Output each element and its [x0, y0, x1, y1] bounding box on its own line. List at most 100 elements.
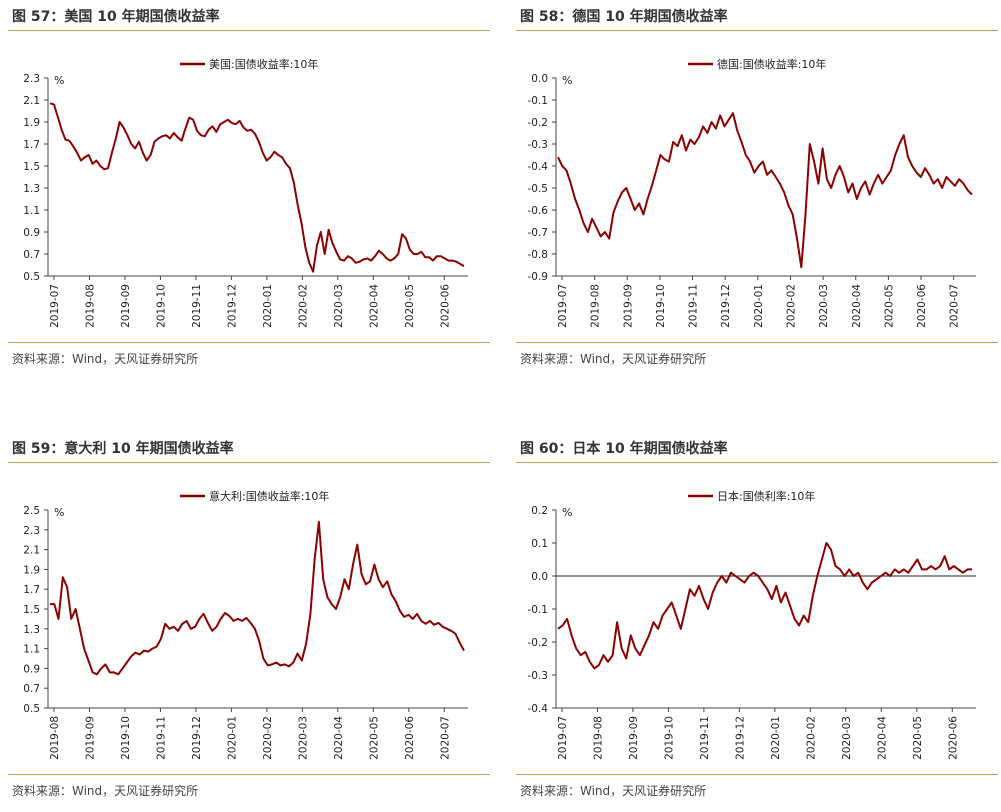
x-tick-label: 2019-07	[557, 284, 569, 328]
chart-panel-japan: 图 60：日本 10 年期国债收益率 日本:国债利率:10年% -0.4 -0.3 -…	[508, 432, 998, 812]
x-tick-label: 2019-10	[663, 716, 675, 760]
x-tick-label: 2019-10	[120, 716, 132, 760]
y-tick-label: -0.2	[528, 117, 549, 129]
x-tick-label: 2020-05	[404, 284, 416, 328]
y-tick-label: -0.8	[528, 249, 549, 261]
x-tick-label: 2020-04	[851, 284, 863, 328]
y-tick-label: -0.2	[528, 637, 549, 649]
x-tick-label: 2019-11	[155, 716, 167, 760]
source-rule	[516, 342, 998, 343]
x-tick-label: 2019-12	[720, 284, 732, 328]
legend: 日本:国债利率:10年	[688, 489, 815, 503]
x-tick-label: 2020-05	[883, 284, 895, 328]
y-tick-label: -0.7	[528, 227, 549, 239]
x-tick-label: 2020-03	[333, 284, 345, 328]
x-tick-label: 2019-08	[590, 284, 602, 328]
y-tick-label: 0.9	[23, 227, 40, 239]
x-tick-label: 2020-01	[770, 716, 782, 760]
x-tick-label: 2020-06	[404, 716, 416, 760]
x-tick-label: 2020-03	[841, 716, 853, 760]
x-tick-label: 2020-02	[297, 284, 309, 328]
x-tick-label: 2019-09	[622, 284, 634, 328]
y-tick-label: -0.6	[528, 205, 549, 217]
x-tick-label: 2020-01	[226, 716, 238, 760]
title-rule	[8, 30, 490, 31]
x-tick-label: 2020-07	[949, 284, 961, 328]
title-rule	[516, 462, 998, 463]
x-tick-label: 2019-09	[120, 284, 132, 328]
y-tick-label: 0.5	[23, 703, 40, 715]
y-unit-label: %	[562, 74, 572, 87]
y-tick-label: 1.7	[23, 584, 40, 596]
title-rule	[516, 30, 998, 31]
x-tick-label: 2019-10	[655, 284, 667, 328]
x-tick-label: 2019-09	[628, 716, 640, 760]
x-tick-label: 2019-10	[155, 284, 167, 328]
series-line	[557, 112, 973, 269]
y-tick-label: 0.1	[531, 538, 548, 550]
y-tick-label: 1.9	[23, 564, 40, 576]
y-tick-label: -0.1	[528, 95, 549, 107]
legend-label: 意大利:国债收益率:10年	[209, 489, 329, 503]
x-tick-label: 2019-08	[592, 716, 604, 760]
y-tick-label: 0.7	[23, 683, 40, 695]
y-tick-label: 2.1	[23, 545, 40, 557]
x-tick-label: 2019-08	[49, 716, 61, 760]
x-tick-label: 2020-06	[916, 284, 928, 328]
x-tick-label: 2020-01	[262, 284, 274, 328]
x-tick-label: 2019-12	[191, 716, 203, 760]
chart-title: 图 57：美国 10 年期国债收益率	[12, 9, 220, 25]
legend-label: 日本:国债利率:10年	[717, 489, 815, 503]
x-tick-label: 2020-02	[805, 716, 817, 760]
y-tick-label: 0.2	[531, 505, 548, 517]
x-tick-label: 2020-02	[785, 284, 797, 328]
x-tick-label: 2020-05	[912, 716, 924, 760]
y-tick-label: -0.9	[528, 271, 549, 283]
y-tick-label: 1.3	[23, 183, 40, 195]
chart-source: 资料来源：Wind，天风证券研究所	[520, 352, 707, 366]
y-tick-label: 1.1	[23, 205, 40, 217]
chart-title: 图 60：日本 10 年期国债收益率	[520, 441, 728, 457]
legend: 德国:国债收益率:10年	[688, 57, 826, 71]
y-tick-label: 0.0	[531, 571, 548, 583]
chart-source: 资料来源：Wind，天风证券研究所	[12, 352, 199, 366]
chart-panel-us: 图 57：美国 10 年期国债收益率 美国:国债收益率:10年% 0.5 0.7 0.…	[0, 0, 490, 380]
series-line	[49, 102, 465, 273]
x-tick-label: 2020-03	[818, 284, 830, 328]
y-tick-label: -0.3	[528, 670, 549, 682]
y-tick-label: 1.3	[23, 624, 40, 636]
chart-title: 图 59：意大利 10 年期国债收益率	[12, 441, 234, 457]
y-tick-label: 1.5	[23, 604, 40, 616]
source-rule	[8, 342, 490, 343]
x-tick-label: 2020-06	[439, 284, 451, 328]
y-tick-label: 2.3	[23, 73, 40, 85]
line-chart-japan: 日本:国债利率:10年% -0.4 -0.3 -0.2 -0.1 0.0 0.1 0.2 201…	[528, 489, 976, 760]
x-tick-label: 2019-12	[734, 716, 746, 760]
y-tick-label: -0.3	[528, 139, 549, 151]
legend-label: 美国:国债收益率:10年	[209, 57, 318, 71]
legend: 美国:国债收益率:10年	[180, 57, 318, 71]
series-line	[557, 542, 972, 670]
y-tick-label: 2.1	[23, 95, 40, 107]
y-unit-label: %	[54, 506, 64, 519]
x-tick-label: 2019-07	[49, 284, 61, 328]
x-tick-label: 2019-11	[699, 716, 711, 760]
source-rule	[516, 774, 998, 775]
x-tick-label: 2019-07	[557, 716, 569, 760]
title-rule	[8, 462, 490, 463]
line-chart-italy: 意大利:国债收益率:10年% 0.5 0.7 0.9 1.1 1.3 1.5 1.7 1.9 2.…	[23, 489, 468, 760]
line-chart-us: 美国:国债收益率:10年% 0.5 0.7 0.9 1.1 1.3 1.5 1.7 1.9 2.1…	[23, 57, 468, 328]
y-tick-label: -0.5	[528, 183, 549, 195]
chart-panel-italy: 图 59：意大利 10 年期国债收益率 意大利:国债收益率:10年% 0.5 0.7…	[0, 432, 490, 812]
y-tick-label: 0.7	[23, 249, 40, 261]
x-tick-label: 2019-08	[84, 284, 96, 328]
y-tick-label: 1.7	[23, 139, 40, 151]
y-unit-label: %	[54, 74, 64, 87]
x-tick-label: 2019-11	[688, 284, 700, 328]
chart-source: 资料来源：Wind，天风证券研究所	[520, 784, 707, 798]
x-tick-label: 2020-02	[262, 716, 274, 760]
chart-source: 资料来源：Wind，天风证券研究所	[12, 784, 199, 798]
y-tick-label: 2.5	[23, 505, 40, 517]
legend: 意大利:国债收益率:10年	[180, 489, 329, 503]
x-tick-label: 2020-01	[753, 284, 765, 328]
